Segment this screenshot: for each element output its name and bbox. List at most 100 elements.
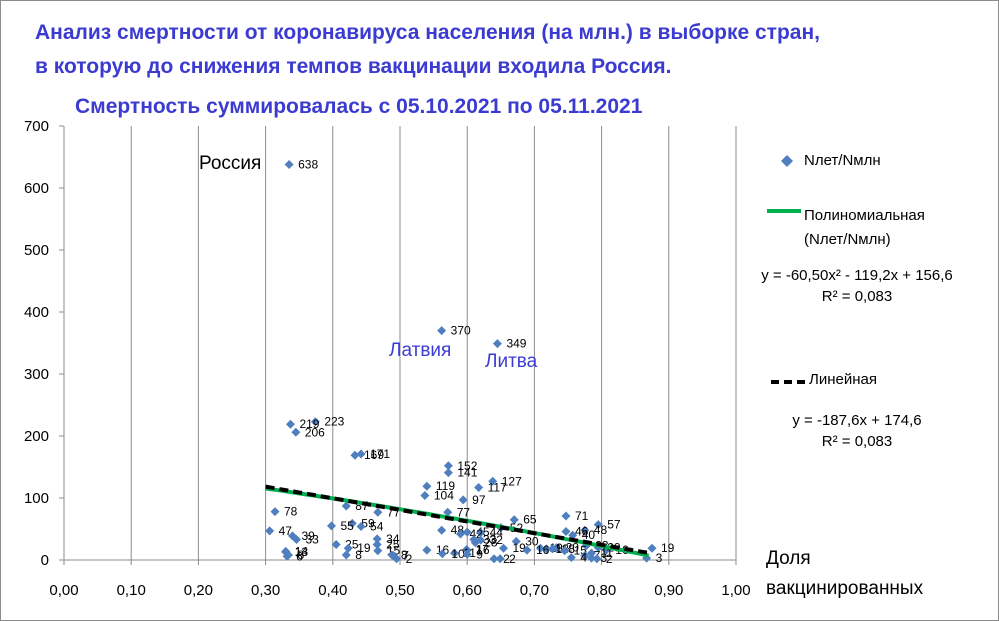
annotation-latvia: Латвия: [389, 340, 452, 361]
data-point: [372, 534, 382, 544]
data-point: [587, 548, 597, 558]
data-point: [509, 515, 519, 525]
data-point: [310, 417, 320, 427]
data-label: 349: [506, 337, 526, 351]
data-label: 2: [406, 552, 413, 566]
data-point: [587, 553, 597, 563]
data-point: [341, 550, 351, 560]
data-point: [593, 520, 603, 530]
data-point: [580, 525, 590, 535]
legend-linear-line-icon: [771, 380, 805, 384]
data-point: [592, 554, 602, 564]
data-label: 25: [386, 538, 400, 552]
data-label: 14: [295, 544, 309, 558]
data-label: 71: [575, 509, 589, 523]
x-tick-label: 1,00: [721, 582, 750, 599]
data-point: [489, 554, 499, 564]
data-label: 78: [284, 505, 298, 519]
data-point: [291, 427, 301, 437]
y-tick-label: 100: [24, 490, 49, 507]
data-point: [443, 507, 453, 517]
data-label: 6: [296, 549, 303, 563]
legend-linear-label: Линейная: [809, 371, 877, 388]
data-label: 4: [580, 551, 587, 565]
data-label: 2: [509, 552, 516, 566]
data-label: 169: [364, 448, 384, 462]
linear-r2: R² = 0,083: [821, 433, 893, 450]
data-point: [470, 538, 480, 548]
annotation-lithuania: Литва: [485, 351, 538, 372]
data-point: [437, 525, 447, 535]
data-label: 30: [525, 534, 539, 548]
y-tick-label: 300: [24, 366, 49, 383]
y-tick-label: 400: [24, 304, 49, 321]
x-tick-label: 0,50: [385, 582, 414, 599]
data-point: [270, 507, 280, 517]
x-tick-label: 0,20: [184, 582, 213, 599]
data-label: 20: [566, 541, 580, 555]
data-label: 370: [451, 324, 471, 338]
data-point: [455, 529, 465, 539]
data-label: 19: [512, 541, 526, 555]
x-tick-label: 0,80: [587, 582, 616, 599]
data-label: 638: [298, 157, 318, 171]
data-label: 206: [305, 425, 325, 439]
data-label: 8: [355, 548, 362, 562]
x-axis-title-line-1: Доля: [766, 548, 811, 569]
data-point: [443, 461, 453, 471]
data-label: 3: [656, 551, 663, 565]
legend-series-label: Nлет/Nмлн: [804, 152, 881, 169]
data-label: 47: [279, 524, 293, 538]
data-point: [495, 554, 505, 564]
data-point: [522, 545, 532, 555]
data-point: [422, 545, 432, 555]
data-point: [462, 549, 472, 559]
x-axis-title-line-2: вакцинированных: [766, 578, 924, 599]
data-label: 119: [436, 479, 455, 493]
data-label: 16: [476, 543, 490, 557]
data-label: 28: [484, 536, 498, 550]
linear-equation: y = -187,6x + 174,6: [792, 412, 922, 429]
data-label: 3: [601, 551, 608, 565]
poly-equation: y = -60,50x² - 119,2x + 156,6: [761, 267, 953, 284]
data-point: [561, 526, 571, 536]
data-label: 57: [607, 518, 621, 532]
data-label: 46: [575, 524, 589, 538]
poly-r2: R² = 0,083: [821, 288, 893, 305]
data-label: 32: [490, 533, 504, 547]
data-point: [420, 491, 430, 501]
x-tick-label: 0,00: [49, 582, 78, 599]
data-point: [356, 522, 366, 532]
data-label: 9: [476, 547, 483, 561]
data-point: [476, 528, 486, 538]
data-point: [285, 419, 295, 429]
x-tick-label: 0,10: [117, 582, 146, 599]
data-point: [462, 527, 472, 537]
data-point: [437, 326, 447, 336]
data-label: 152: [457, 459, 477, 473]
data-point: [647, 543, 657, 553]
data-point: [548, 544, 558, 554]
data-label: 97: [472, 493, 486, 507]
data-label: 13: [295, 545, 309, 559]
data-point: [292, 535, 302, 545]
data-label: 39: [301, 529, 315, 543]
data-point: [566, 553, 576, 563]
y-tick-label: 600: [24, 180, 49, 197]
data-label: 171: [370, 447, 390, 461]
x-tick-label: 0,40: [318, 582, 347, 599]
legend-poly-label: Полиномиальная (Nлет/Nмлн): [804, 207, 925, 248]
y-tick-label: 0: [41, 552, 49, 569]
data-point: [535, 543, 545, 553]
data-label: 16: [536, 543, 550, 557]
x-tick-label: 0,30: [251, 582, 280, 599]
data-label: 33: [483, 533, 497, 547]
data-label: 17: [476, 542, 490, 556]
data-label: 104: [434, 489, 454, 503]
data-label: 10: [451, 547, 465, 561]
legend-poly-line-icon: [767, 209, 801, 213]
data-point: [580, 551, 590, 561]
data-point: [392, 554, 402, 564]
x-tick-label: 0,70: [520, 582, 549, 599]
